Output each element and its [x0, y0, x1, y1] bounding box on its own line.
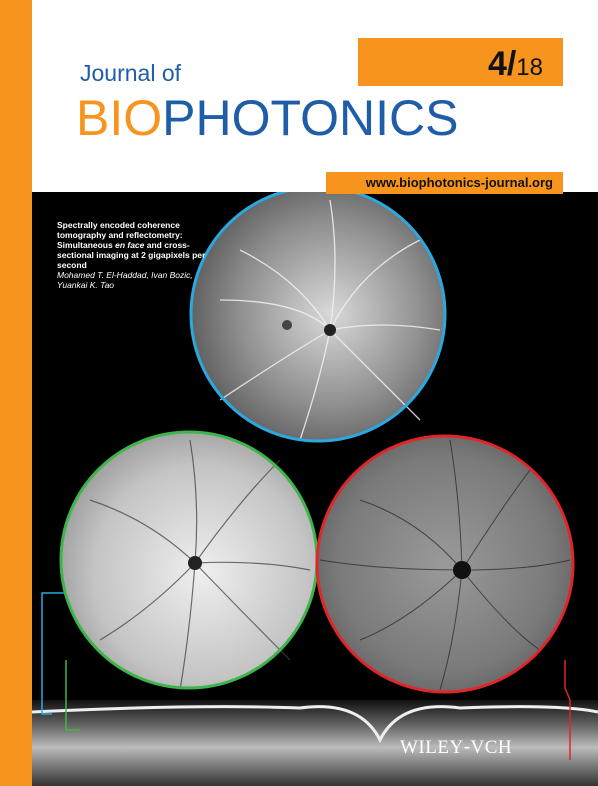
fluorescein-angiography-image	[189, 192, 447, 443]
issue-number: 4/	[487, 45, 517, 83]
journal-title-bio: BIO	[76, 90, 163, 146]
red-connector	[564, 660, 571, 760]
reflectance-fundus-image	[59, 430, 319, 691]
article-authors: Mohamed T. El-Haddad, Ivan Bozic, Yuanka…	[57, 270, 193, 290]
issue-year: 18	[516, 54, 543, 81]
issue-label: 4/18	[488, 44, 543, 88]
retina-illustration	[32, 192, 598, 786]
orange-side-stripe	[0, 0, 32, 786]
green-connector	[65, 660, 80, 731]
journal-prefix: Journal of	[80, 60, 182, 86]
journal-url[interactable]: www.biophotonics-journal.org	[365, 175, 553, 190]
cover-image-area: Spectrally encoded coherence tomography …	[32, 192, 598, 786]
publisher-logo: WILEY-VCH	[400, 737, 513, 758]
article-title: Spectrally encoded coherence tomography …	[57, 220, 206, 270]
choroidal-vasculature-image	[315, 434, 575, 694]
oct-cross-section	[32, 700, 598, 786]
url-badge: www.biophotonics-journal.org	[326, 172, 563, 194]
journal-title: BIOPHOTONICS	[76, 86, 458, 150]
journal-title-photonics: PHOTONICS	[162, 90, 459, 146]
issue-badge: 4/18	[358, 38, 563, 86]
article-caption: Spectrally encoded coherence tomography …	[57, 220, 225, 290]
